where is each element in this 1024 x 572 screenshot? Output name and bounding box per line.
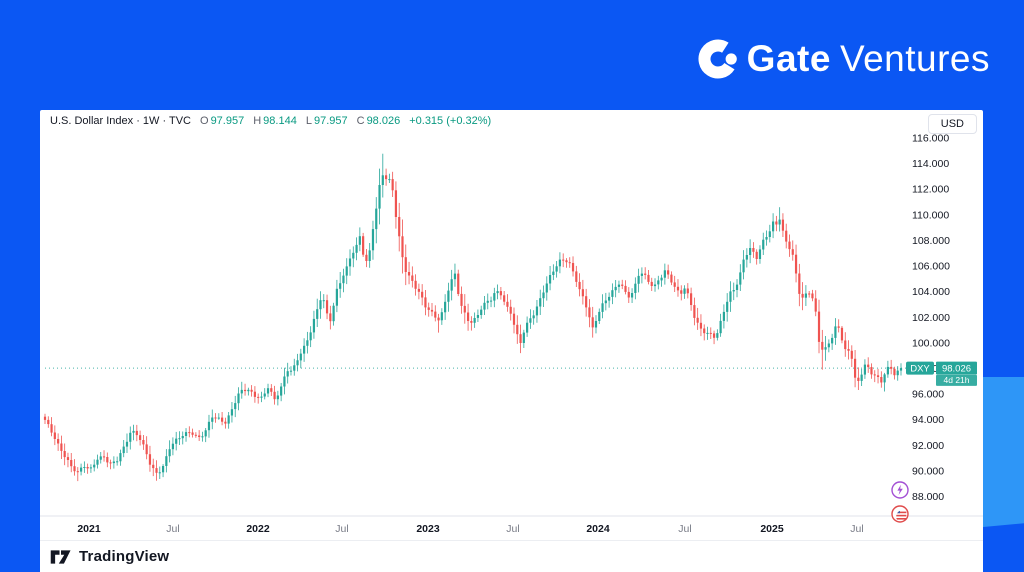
svg-text:100.000: 100.000	[912, 337, 950, 349]
lightning-badge-icon	[891, 481, 909, 499]
change-value: +0.315 (+0.32%)	[409, 115, 492, 127]
svg-text:112.000: 112.000	[912, 184, 949, 196]
svg-text:2021: 2021	[77, 523, 101, 535]
symbol-title[interactable]: U.S. Dollar Index · 1W · TVC	[50, 115, 191, 127]
svg-text:2024: 2024	[586, 523, 610, 535]
svg-text:90.000: 90.000	[912, 465, 944, 477]
ohlc-low: L 97.957	[305, 115, 348, 127]
svg-text:104.000: 104.000	[912, 286, 950, 298]
svg-text:Jul: Jul	[506, 523, 519, 535]
svg-text:DXY: DXY	[910, 363, 930, 374]
chart-corner-badges	[891, 481, 911, 523]
chart-card: U.S. Dollar Index · 1W · TVC O 97.957 H 98…	[40, 110, 983, 572]
svg-text:4d 21h: 4d 21h	[944, 375, 970, 385]
brand-wordmark: Gate Ventures	[747, 38, 990, 80]
svg-text:106.000: 106.000	[912, 261, 950, 273]
brand-name-light: Ventures	[839, 38, 990, 79]
svg-text:114.000: 114.000	[912, 158, 949, 170]
svg-text:Jul: Jul	[850, 523, 863, 535]
svg-text:116.000: 116.000	[912, 133, 949, 145]
gate-logo-icon	[698, 39, 738, 79]
svg-text:88.000: 88.000	[912, 491, 944, 503]
ohlc-high: H 98.144	[253, 115, 297, 127]
tradingview-logo-icon	[50, 549, 71, 564]
currency-unit-button[interactable]: USD	[927, 114, 977, 134]
svg-text:Jul: Jul	[335, 523, 348, 535]
svg-text:2022: 2022	[246, 523, 270, 535]
candlestick-chart[interactable]: 116.000 114.000 112.000 110.000 108.000 106.0…	[40, 110, 983, 540]
tradingview-wordmark: TradingView	[79, 548, 170, 565]
svg-text:2023: 2023	[416, 523, 440, 535]
svg-text:2025: 2025	[760, 523, 784, 535]
svg-text:102.000: 102.000	[912, 312, 950, 324]
us-flag-icon	[891, 505, 909, 523]
svg-text:92.000: 92.000	[912, 440, 944, 452]
ohlc-open: O 97.957	[200, 115, 245, 127]
brand-name-bold: Gate	[746, 38, 831, 79]
svg-text:96.000: 96.000	[912, 389, 944, 401]
svg-text:98.026: 98.026	[942, 363, 971, 374]
ohlc-close: C 98.026	[356, 115, 401, 127]
svg-text:110.000: 110.000	[912, 209, 949, 221]
chart-legend[interactable]: U.S. Dollar Index · 1W · TVC O 97.957 H 98…	[50, 115, 491, 127]
gate-ventures-logo: Gate Ventures	[698, 38, 990, 80]
svg-text:108.000: 108.000	[912, 235, 950, 247]
svg-text:94.000: 94.000	[912, 414, 944, 426]
svg-text:Jul: Jul	[166, 523, 179, 535]
tradingview-attribution[interactable]: TradingView	[40, 540, 983, 572]
svg-text:Jul: Jul	[678, 523, 691, 535]
